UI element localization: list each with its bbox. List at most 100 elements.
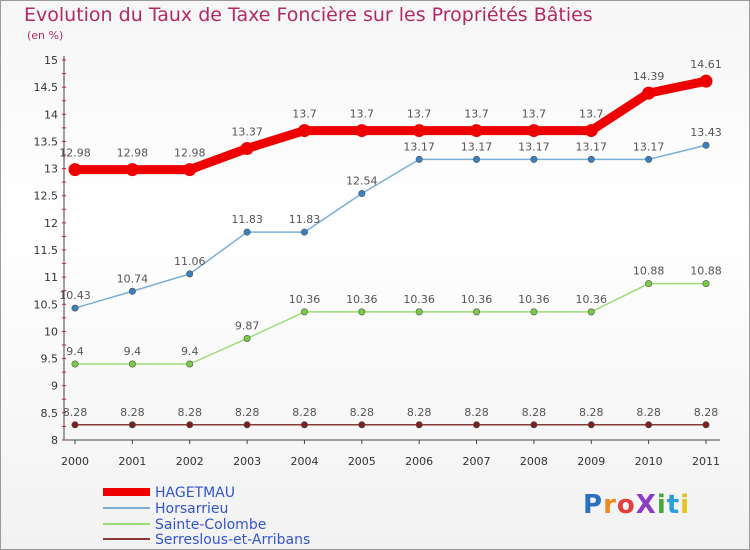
logo-letter: t — [666, 490, 681, 520]
x-tick-label: 2008 — [520, 455, 548, 468]
x-tick-label: 2000 — [61, 455, 89, 468]
data-label: 13.7 — [350, 108, 375, 121]
data-point — [358, 190, 366, 198]
data-point — [702, 141, 710, 149]
data-point — [587, 155, 595, 163]
data-label: 8.28 — [636, 406, 661, 419]
x-tick-label: 2004 — [290, 455, 318, 468]
data-label: 13.37 — [231, 125, 263, 138]
data-point — [530, 308, 538, 316]
data-label: 14.61 — [690, 58, 722, 71]
data-label: 13.17 — [461, 140, 493, 153]
data-point — [415, 308, 423, 316]
data-point — [699, 74, 713, 88]
data-point — [128, 360, 136, 368]
x-tick-label: 2002 — [176, 455, 204, 468]
data-label: 8.28 — [63, 406, 88, 419]
data-label: 10.36 — [403, 293, 435, 306]
data-point — [530, 421, 538, 429]
logo-letter: r — [603, 490, 617, 520]
data-label: 12.98 — [117, 147, 149, 160]
data-point — [68, 163, 82, 177]
data-label: 13.7 — [464, 108, 489, 121]
legend-label: HAGETMAU — [155, 485, 235, 501]
chart-title: Evolution du Taux de Taxe Foncière sur l… — [24, 4, 593, 26]
data-point — [473, 421, 481, 429]
data-point — [642, 86, 656, 100]
y-tick-label: 9 — [51, 380, 58, 393]
data-point — [128, 287, 136, 295]
data-point — [412, 124, 426, 138]
legend-label: Horsarrieu — [155, 501, 228, 517]
data-point — [71, 421, 79, 429]
y-tick-label: 9.5 — [41, 353, 59, 366]
data-point — [183, 163, 197, 177]
data-point — [300, 421, 308, 429]
data-label: 12.98 — [59, 147, 91, 160]
x-tick-label: 2005 — [348, 455, 376, 468]
y-tick-label: 10 — [44, 325, 58, 338]
data-point — [186, 360, 194, 368]
data-point — [587, 308, 595, 316]
data-point — [243, 334, 251, 342]
data-point — [587, 421, 595, 429]
legend-label: Sainte-Colombe — [155, 517, 266, 533]
logo-letter: X — [635, 490, 657, 520]
y-tick-label: 12 — [44, 217, 58, 230]
data-point — [645, 155, 653, 163]
y-tick-label: 14.5 — [34, 81, 59, 94]
y-tick-label: 8 — [51, 434, 58, 447]
y-tick-label: 13 — [44, 163, 58, 176]
x-tick-label: 2011 — [692, 455, 720, 468]
data-point — [470, 124, 484, 138]
x-tick-label: 2006 — [405, 455, 433, 468]
data-point — [473, 155, 481, 163]
data-label: 9.4 — [124, 345, 142, 358]
data-label: 10.88 — [633, 265, 665, 278]
y-tick-label: 11.5 — [34, 244, 59, 257]
y-tick-label: 12.5 — [34, 190, 59, 203]
data-label: 11.83 — [289, 213, 321, 226]
data-label: 11.06 — [174, 255, 206, 268]
x-tick-label: 2003 — [233, 455, 261, 468]
y-tick-label: 10.5 — [34, 298, 59, 311]
y-tick-label: 13.5 — [34, 135, 59, 148]
data-label: 11.83 — [231, 213, 263, 226]
data-point — [297, 124, 311, 138]
data-point — [702, 421, 710, 429]
data-point — [473, 308, 481, 316]
logo-letter: o — [616, 490, 636, 520]
data-point — [527, 124, 541, 138]
data-label: 8.28 — [235, 406, 260, 419]
series-line-sainte-colombe — [75, 282, 706, 365]
x-tick-label: 2009 — [577, 455, 605, 468]
data-label: 8.28 — [694, 406, 719, 419]
data-point — [186, 270, 194, 278]
data-point — [128, 421, 136, 429]
data-label: 8.28 — [464, 406, 489, 419]
logo-letter: P — [583, 490, 604, 520]
data-point — [71, 304, 79, 312]
data-label: 10.43 — [59, 289, 91, 302]
data-label: 8.28 — [579, 406, 604, 419]
data-label: 9.4 — [66, 345, 84, 358]
data-label: 10.88 — [690, 265, 722, 278]
data-point — [300, 228, 308, 236]
data-label: 13.17 — [576, 140, 608, 153]
data-point — [645, 280, 653, 288]
x-tick-label: 2010 — [635, 455, 663, 468]
legend-label: Serreslous-et-Arribans — [155, 532, 310, 548]
data-point — [415, 421, 423, 429]
y-tick-label: 14 — [44, 108, 58, 121]
data-point — [300, 308, 308, 316]
data-label: 10.36 — [518, 293, 550, 306]
data-label: 13.17 — [403, 140, 435, 153]
y-tick-label: 8.5 — [41, 407, 59, 420]
data-label: 13.7 — [407, 108, 432, 121]
data-label: 13.7 — [579, 108, 604, 121]
data-point — [125, 163, 139, 177]
data-label: 10.36 — [346, 293, 378, 306]
data-label: 14.39 — [633, 70, 665, 83]
